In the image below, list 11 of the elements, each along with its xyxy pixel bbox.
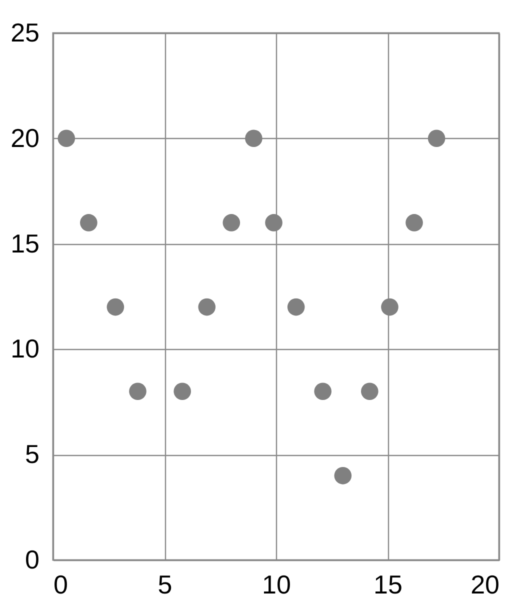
y-tick-label: 0 bbox=[25, 544, 40, 574]
y-tick-label: 5 bbox=[25, 439, 40, 470]
x-tick-label: 0 bbox=[54, 570, 68, 600]
y-tick-label: 15 bbox=[10, 228, 40, 258]
x-tick-label: 15 bbox=[374, 570, 402, 600]
x-tick-label: 5 bbox=[158, 570, 172, 600]
y-tick-label: 20 bbox=[10, 122, 40, 153]
y-tick-label: 10 bbox=[10, 334, 40, 364]
x-tick-label: 20 bbox=[470, 570, 500, 600]
x-tick-label: 10 bbox=[262, 570, 291, 600]
y-tick-label: 25 bbox=[10, 18, 40, 48]
